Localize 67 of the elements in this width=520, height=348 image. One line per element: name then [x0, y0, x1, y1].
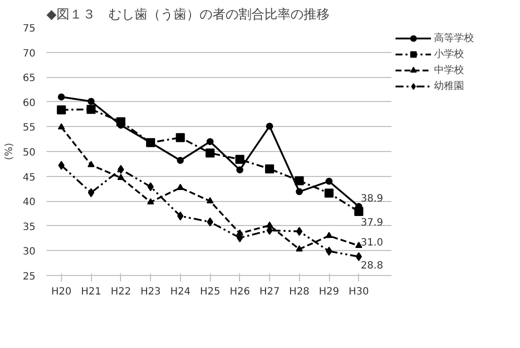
y-tick-label: 65 [22, 73, 36, 84]
point [294, 176, 304, 186]
y-tick-label: 55 [22, 122, 36, 134]
x-tick-label: H25 [200, 286, 220, 298]
y-axis-title: (%) [4, 142, 15, 160]
point [88, 188, 94, 198]
point [176, 156, 184, 164]
point [296, 245, 303, 252]
x-tick-label: H21 [80, 286, 102, 298]
point [326, 246, 332, 256]
point [116, 117, 126, 126]
data-label: 31.0 [360, 238, 384, 249]
point [88, 160, 95, 168]
point [88, 98, 95, 105]
y-tick-label: 25 [22, 272, 36, 282]
point [296, 188, 303, 196]
point [355, 242, 362, 248]
point [56, 105, 66, 114]
y-tick-label: 40 [22, 197, 36, 208]
data-label: 28.8 [360, 260, 384, 272]
y-tick-label: 30 [22, 246, 36, 258]
point [177, 211, 184, 220]
point [354, 207, 364, 216]
point [206, 217, 214, 226]
x-tick-label: H26 [230, 286, 250, 298]
point [206, 138, 214, 146]
x-tick-label: H24 [170, 286, 190, 298]
point [206, 148, 215, 158]
point [324, 188, 334, 198]
x-tick-label: H30 [348, 286, 369, 298]
point [235, 154, 244, 164]
x-tick-label: H22 [110, 286, 131, 298]
x-tick-label: H28 [289, 286, 310, 298]
point [86, 104, 96, 114]
point [326, 178, 333, 185]
y-tick-label: 50 [22, 148, 36, 158]
point [326, 232, 333, 238]
point [58, 123, 65, 130]
y-tick-label: 45 [22, 172, 36, 184]
point [147, 198, 154, 204]
legend-label: 高等学校 [434, 32, 474, 45]
point [118, 164, 124, 174]
chart-title: ◆図１３ むし歯（う歯）の者の割合比率の推移 [46, 6, 330, 22]
data-label: 37.9 [360, 218, 384, 229]
legend-label: 幼稚園 [434, 80, 464, 93]
point [236, 166, 244, 174]
point [265, 164, 274, 174]
x-tick-label: H20 [51, 286, 72, 298]
y-tick-label: 60 [22, 98, 36, 109]
y-tick-label: 70 [22, 48, 36, 60]
y-tick-label: 35 [22, 222, 36, 233]
x-tick-label: H27 [259, 286, 280, 298]
point [176, 133, 185, 142]
point [206, 197, 214, 204]
legend-label: 小学校 [434, 48, 464, 61]
point [147, 182, 154, 192]
point [176, 184, 184, 190]
x-tick-label: H29 [318, 286, 340, 298]
point [58, 93, 65, 100]
point [58, 160, 65, 170]
legend-label: 中学校 [434, 64, 464, 77]
point [117, 174, 124, 180]
data-label: 38.9 [360, 194, 384, 205]
y-tick-label: 75 [22, 24, 36, 34]
point [266, 221, 274, 228]
point [266, 122, 274, 130]
x-tick-label: H23 [140, 286, 161, 298]
